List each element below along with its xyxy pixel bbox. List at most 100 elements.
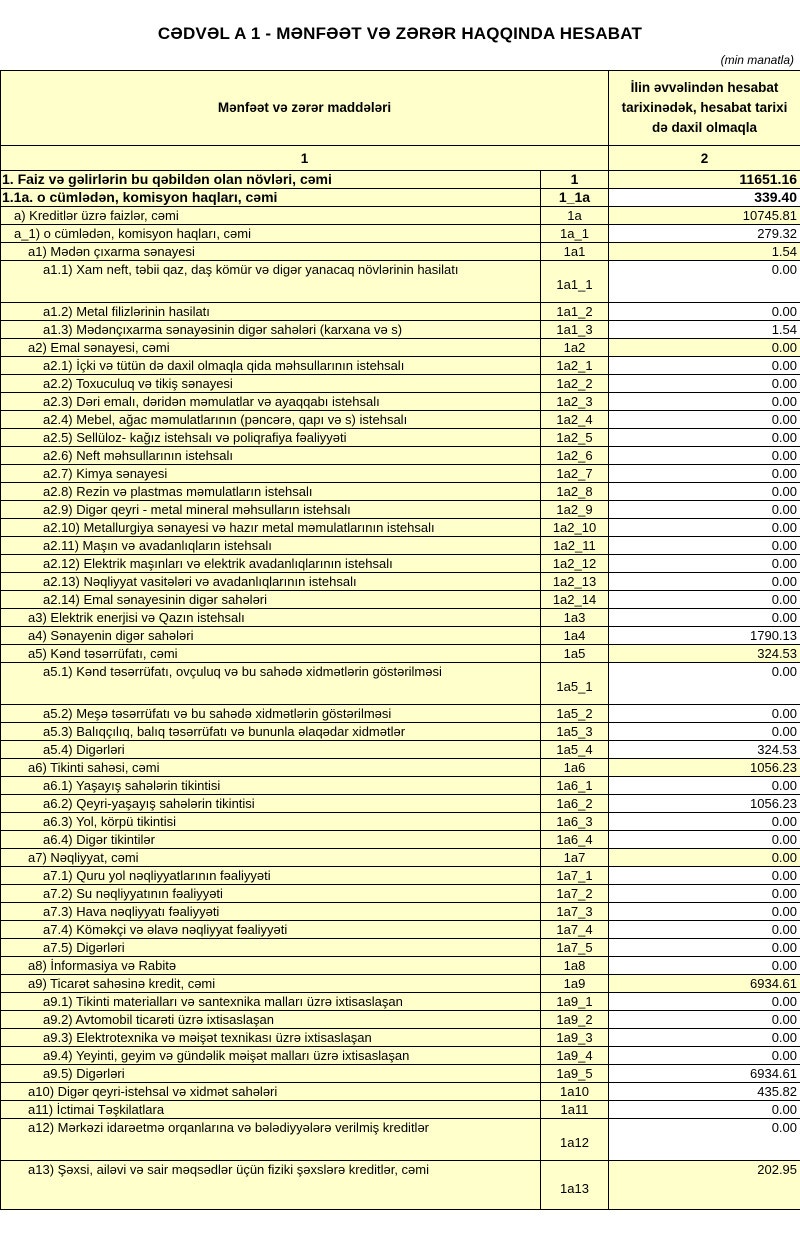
table-row: a2.14) Emal sənayesinin digər sahələri 1a… [0,590,800,609]
row-code: 1a2_8 [539,482,610,501]
table-row: a2.11) Maşın və avadanlıqların istehsalı… [0,536,800,555]
row-code: 1a6_2 [539,794,610,813]
row-code: 1a9_4 [539,1046,610,1065]
table-row: a2.7) Kimya sənayesi 1a2_7 0.00 [0,464,800,483]
table-row: a6.3) Yol, körpü tikintisi 1a6_3 0.00 [0,812,800,831]
row-value: 1056.23 [608,758,800,777]
row-value: 202.95 [608,1160,800,1210]
row-label: a7.4) Köməkçi və əlavə nəqliyyat fəaliyy… [0,920,541,939]
row-code: 1a9_3 [539,1028,610,1047]
row-code: 1a1 [539,242,610,261]
row-value: 324.53 [608,740,800,759]
row-label: a11) İctimai Təşkilatlara [0,1100,541,1119]
header-row: Mənfəət və zərər maddələri İlin əvvəlind… [0,70,800,146]
table-row: a8) İnformasiya və Rabitə 1a8 0.00 [0,956,800,975]
table-row: a9.1) Tikinti materialları və santexnika… [0,992,800,1011]
row-value: 0.00 [608,722,800,741]
table-row: a2.3) Dəri emalı, dəridən məmulatlar və … [0,392,800,411]
row-value: 0.00 [608,428,800,447]
table-row: a1.1) Xam neft, təbii qaz, daş kömür və … [0,260,800,303]
row-value: 10745.81 [608,206,800,225]
row-label: a1.1) Xam neft, təbii qaz, daş kömür və … [0,260,541,303]
row-label: a2.8) Rezin və plastmas məmulatların ist… [0,482,541,501]
table-row: a2.13) Nəqliyyat vasitələri və avadanlıq… [0,572,800,591]
row-code: 1a7_2 [539,884,610,903]
row-code: 1a1_2 [539,302,610,321]
row-label: a2.5) Sellüloz- kağız istehsalı və poliq… [0,428,541,447]
table-row: a1) Mədən çıxarma sənayesi 1a1 1.54 [0,242,800,261]
row-label: a2) Emal sənayesi, cəmi [0,338,541,357]
row-value: 0.00 [608,1046,800,1065]
row-label: a5.1) Kənd təsərrüfatı, ovçuluq və bu sa… [0,662,541,705]
table-row: a6.4) Digər tikintilər 1a6_4 0.00 [0,830,800,849]
row-code: 1a2_2 [539,374,610,393]
row-code: 1a2_1 [539,356,610,375]
row-label: a5.2) Meşə təsərrüfatı və bu sahədə xidm… [0,704,541,723]
row-label: a7.3) Hava nəqliyyatı fəaliyyəti [0,902,541,921]
row-label: a2.12) Elektrik maşınları və elektrik av… [0,554,541,573]
row-value: 0.00 [608,830,800,849]
row-value: 0.00 [608,992,800,1011]
row-code: 1a6 [539,758,610,777]
row-label: a9) Ticarət sahəsinə kredit, cəmi [0,974,541,993]
table-row: a5.4) Digərləri 1a5_4 324.53 [0,740,800,759]
table-row: a2.5) Sellüloz- kağız istehsalı və poliq… [0,428,800,447]
row-code: 1a5_1 [539,662,610,705]
row-value: 324.53 [608,644,800,663]
row-value: 0.00 [608,1010,800,1029]
table-row: 1. Faiz və gəlirlərin bu qəbildən olan n… [0,170,800,189]
row-label: a6.1) Yaşayış sahələrin tikintisi [0,776,541,795]
row-label: a1.3) Mədənçıxarma sənayəsinin digər sah… [0,320,541,339]
row-value: 0.00 [608,1118,800,1161]
table-row: a2.9) Digər qeyri - metal mineral məhsul… [0,500,800,519]
row-value: 0.00 [608,554,800,573]
row-code: 1a6_4 [539,830,610,849]
table-row: a2.6) Neft məhsullarının istehsalı 1a2_6 0… [0,446,800,465]
row-value: 0.00 [608,392,800,411]
row-value: 0.00 [608,608,800,627]
row-label: a2.9) Digər qeyri - metal mineral məhsul… [0,500,541,519]
row-label: a_1) o cümlədən, komisyon haqları, cəmi [0,224,541,243]
table-row: a1.2) Metal filizlərinin hasilatı 1a1_2 0.… [0,302,800,321]
row-code: 1a7_1 [539,866,610,885]
row-code: 1a6_3 [539,812,610,831]
table-row: a5.3) Balıqçılıq, balıq təsərrüfatı və b… [0,722,800,741]
header-number-row: 1 2 [0,145,800,171]
table-row: a7.5) Digərləri 1a7_5 0.00 [0,938,800,957]
table-row: a13) Şəxsi, ailəvi və sair məqsədlər üçü… [0,1160,800,1210]
table-row: 1.1a. o cümlədən, komisyon haqları, cəmi… [0,188,800,207]
row-code: 1a2_12 [539,554,610,573]
table-row: a5.1) Kənd təsərrüfatı, ovçuluq və bu sa… [0,662,800,705]
row-label: a6.2) Qeyri-yaşayış sahələrin tikintisi [0,794,541,813]
row-label: a9.5) Digərləri [0,1064,541,1083]
row-value: 0.00 [608,902,800,921]
row-value: 279.32 [608,224,800,243]
row-value: 0.00 [608,1100,800,1119]
row-value: 6934.61 [608,1064,800,1083]
row-label: a2.1) İçki və tütün də daxil olmaqla qid… [0,356,541,375]
row-value: 339.40 [608,188,800,207]
row-code: 1a12 [539,1118,610,1161]
row-label: a2.4) Mebel, ağac məmulatlarının (pəncər… [0,410,541,429]
row-label: 1. Faiz və gəlirlərin bu qəbildən olan n… [0,170,541,189]
table-row: a2.12) Elektrik maşınları və elektrik av… [0,554,800,573]
report-title: CƏDVƏL A 1 - MƏNFƏƏT VƏ ZƏRƏR HAQQINDA H… [157,24,643,43]
row-code: 1a_1 [539,224,610,243]
row-label: a7.1) Quru yol nəqliyyatlarının fəaliyyə… [0,866,541,885]
row-code: 1 [539,170,610,189]
table-row: a2.10) Metallurgiya sənayesi və hazır me… [0,518,800,537]
row-code: 1a2_10 [539,518,610,537]
row-code: 1a2_13 [539,572,610,591]
table-row: a7.4) Köməkçi və əlavə nəqliyyat fəaliyy… [0,920,800,939]
row-label: a5.4) Digərləri [0,740,541,759]
row-code: 1a6_1 [539,776,610,795]
row-code: 1a7_3 [539,902,610,921]
row-label: a8) İnformasiya və Rabitə [0,956,541,975]
row-value: 1056.23 [608,794,800,813]
row-label: a2.2) Toxuculuq və tikiş sənayesi [0,374,541,393]
table-row: a6) Tikinti sahəsi, cəmi 1a6 1056.23 [0,758,800,777]
table-row: a9.2) Avtomobil ticarəti üzrə ixtisaslaş… [0,1010,800,1029]
row-code: 1a [539,206,610,225]
row-code: 1a7_5 [539,938,610,957]
row-code: 1_1a [539,188,610,207]
